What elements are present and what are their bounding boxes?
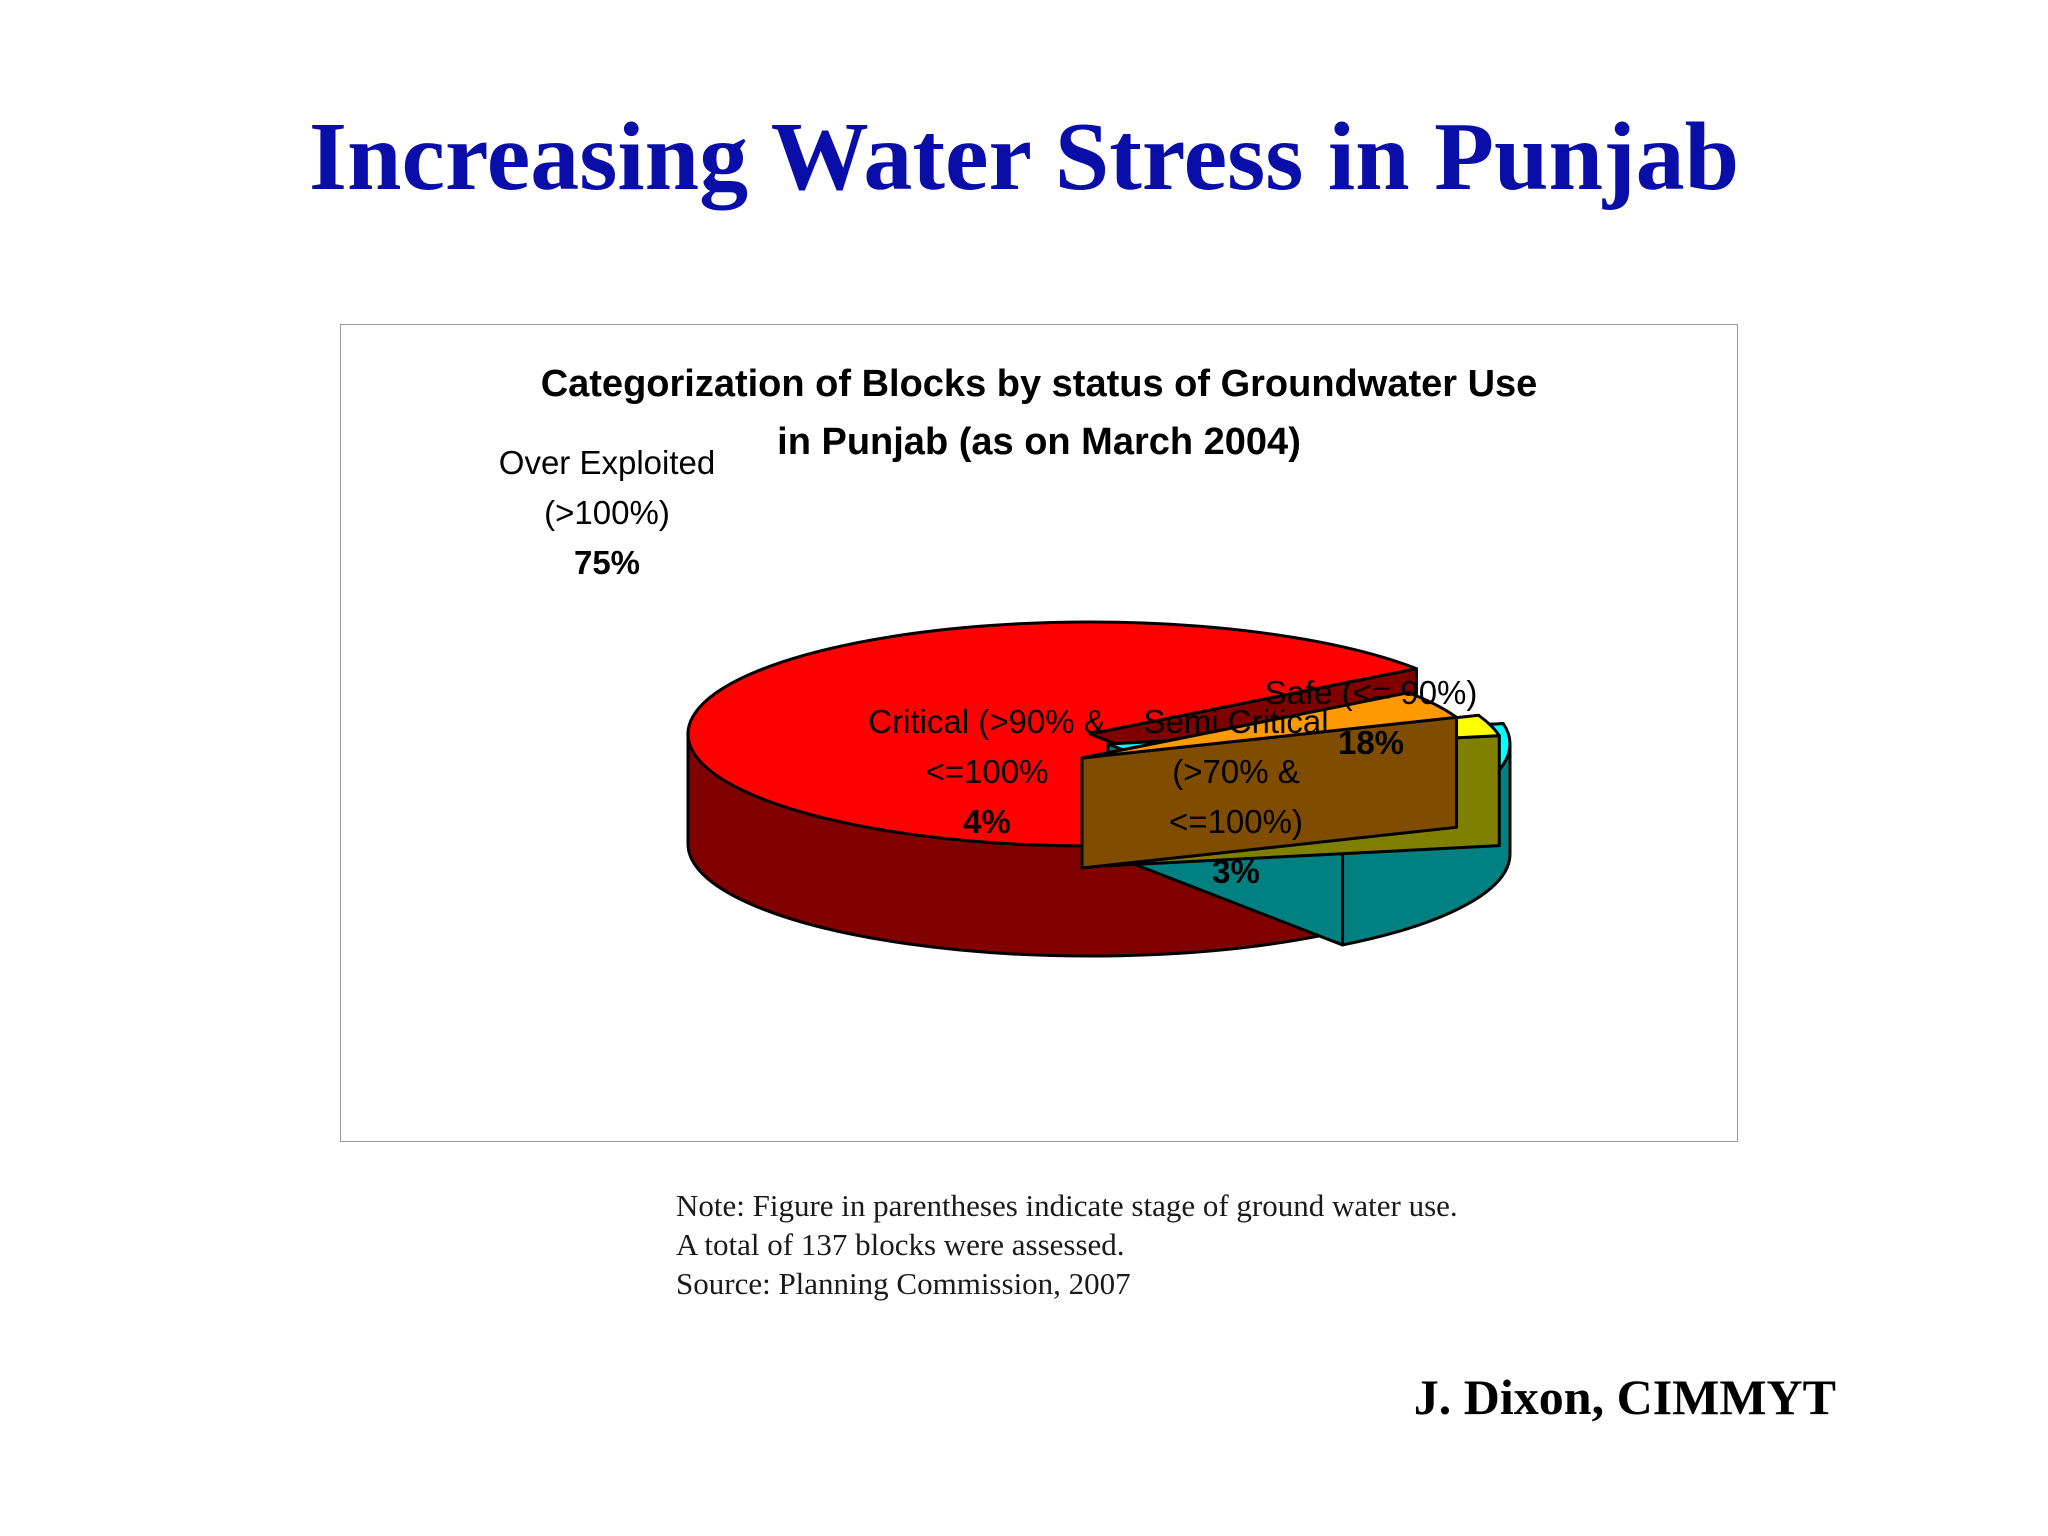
source-note: Note: Figure in parentheses indicate sta… — [676, 1186, 1458, 1303]
pie-chart: Safe (<= 90%) 18% Over Exploited (>100%) 75%… — [499, 444, 1512, 958]
slice-label: Semi Critical (>70% & <=100%) 3% — [1143, 703, 1328, 890]
slice-label: Critical (>90% & <=100% 4% — [868, 703, 1106, 840]
note-line: Note: Figure in parentheses indicate sta… — [676, 1188, 1458, 1223]
pie-slice — [1080, 691, 1459, 870]
slice-label-text: Over Exploited — [499, 444, 715, 481]
slice-label-text: <=100%) — [1169, 803, 1303, 840]
note-line: A total of 137 blocks were assessed. — [676, 1227, 1125, 1262]
slice-label-text: Critical (>90% & — [868, 703, 1106, 740]
slice-percent-label: 4% — [963, 803, 1011, 840]
slice-label: Safe (<= 90%) 18% — [1265, 674, 1478, 761]
slice-label-text: Safe (<= 90%) — [1265, 674, 1478, 711]
pie-slice-top — [1080, 691, 1459, 760]
slice-percent-label: 18% — [1338, 724, 1404, 761]
chart-area: Categorization of Blocks by status of Gr… — [340, 324, 1738, 1142]
slice-label-text: (>100%) — [544, 494, 670, 531]
chart-title-line: Categorization of Blocks by status of Gr… — [540, 363, 1538, 405]
slice-label-text: (>70% & — [1172, 753, 1300, 790]
slice-percent-label: 3% — [1212, 853, 1260, 890]
note-line: Source: Planning Commission, 2007 — [676, 1266, 1131, 1301]
chart-title: Categorization of Blocks by status of Gr… — [341, 355, 1737, 471]
slice-label-text: Semi Critical — [1143, 703, 1328, 740]
slice-label-text: <=100% — [926, 753, 1049, 790]
slide-title: Increasing Water Stress in Punjab — [308, 103, 1740, 211]
author-credit: J. Dixon, CIMMYT — [1413, 1369, 1836, 1425]
slice-percent-label: 75% — [574, 544, 640, 581]
slice-label: Over Exploited (>100%) 75% — [499, 444, 715, 581]
chart-title-line: in Punjab (as on March 2004) — [777, 421, 1301, 463]
